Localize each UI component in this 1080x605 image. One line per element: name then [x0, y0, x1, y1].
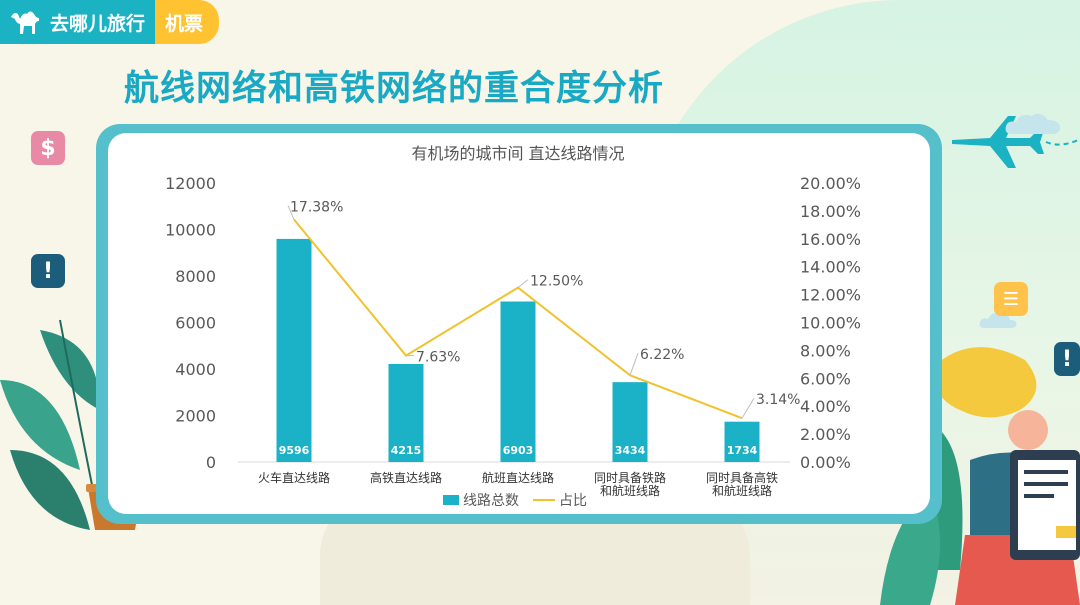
line-value-label: 12.50% — [530, 274, 583, 290]
data-label-leader — [287, 205, 295, 220]
y-right-tick-label: 20.00% — [800, 174, 861, 193]
page-title: 航线网络和高铁网络的重合度分析 — [124, 69, 665, 109]
brand-bar: 去哪儿旅行 机票 — [0, 0, 220, 44]
leaf-plant-left-icon — [0, 319, 100, 530]
y-left-tick-label: 12000 — [165, 174, 216, 193]
x-tick-label: 同时具备铁路 — [594, 470, 666, 485]
line-value-label: 3.14% — [756, 392, 800, 408]
brand-logo[interactable]: 去哪儿旅行 — [0, 0, 156, 44]
bar — [500, 301, 536, 462]
x-tick-label: 火车直达线路 — [258, 470, 330, 485]
data-label-leader — [517, 279, 529, 289]
bar-value-label: 4215 — [391, 444, 422, 457]
legend-swatch-bar — [443, 495, 459, 505]
menu-badge-icon: ☰ — [994, 282, 1028, 316]
alert-badge-right-icon: ! — [1054, 342, 1080, 376]
bar-value-label: 1734 — [727, 444, 758, 457]
bar-value-label: 9596 — [279, 444, 310, 457]
bar — [276, 238, 312, 462]
combo-chart: 有机场的城市间 直达线路情况 0 2000 4000 6000 8000 10000 1200… — [165, 144, 861, 509]
y-right-tick-label: 4.00% — [800, 397, 851, 416]
y-right-tick-label: 0.00% — [800, 453, 851, 472]
chart-title: 有机场的城市间 直达线路情况 — [411, 144, 624, 163]
cloud-icon — [1005, 113, 1060, 134]
y-right-tick-label: 10.00% — [800, 314, 861, 333]
legend-label-bar: 线路总数 — [463, 493, 519, 509]
y-left-tick-label: 6000 — [175, 314, 216, 333]
y-right-tick-label: 12.00% — [800, 286, 861, 305]
brand-tag: 机票 — [155, 0, 220, 44]
y-left-tick-label: 2000 — [175, 407, 216, 426]
data-label-leader — [629, 353, 639, 376]
x-tick-label: 和航班线路 — [600, 483, 660, 498]
bar — [612, 382, 648, 462]
dollar-badge-icon: $ — [31, 131, 65, 165]
x-tick-label: 同时具备高铁 — [706, 470, 778, 485]
y-right-tick-label: 6.00% — [800, 369, 851, 388]
line-value-label: 17.38% — [290, 200, 343, 216]
y-right-tick-label: 2.00% — [800, 425, 851, 444]
bar-value-label: 3434 — [615, 444, 646, 457]
y-left-tick-label: 10000 — [165, 221, 216, 240]
line-value-label: 6.22% — [640, 347, 684, 363]
data-label-leader — [741, 397, 755, 419]
camel-icon — [11, 11, 39, 34]
alert-badge-icon: ! — [31, 254, 65, 288]
y-left-tick-label: 8000 — [175, 267, 216, 286]
line-value-label: 7.63% — [416, 350, 460, 366]
x-tick-label: 航班直达线路 — [482, 470, 554, 485]
bar-value-label: 6903 — [503, 444, 534, 457]
y-right-tick-label: 18.00% — [800, 202, 861, 221]
airplane-icon — [952, 116, 1079, 168]
legend-label-line: 占比 — [559, 493, 587, 509]
x-tick-label: 和航班线路 — [712, 483, 772, 498]
y-left-tick-label: 4000 — [175, 360, 216, 379]
cloud-small-icon — [979, 313, 1017, 328]
y-right-tick-label: 14.00% — [800, 258, 861, 277]
y-left-tick-label: 0 — [206, 453, 216, 472]
brand-name: 去哪儿旅行 — [50, 12, 146, 35]
y-right-tick-label: 8.00% — [800, 341, 851, 360]
bar — [388, 364, 424, 462]
y-right-tick-label: 16.00% — [800, 230, 861, 249]
x-tick-label: 高铁直达线路 — [370, 470, 442, 485]
bar — [724, 421, 760, 462]
